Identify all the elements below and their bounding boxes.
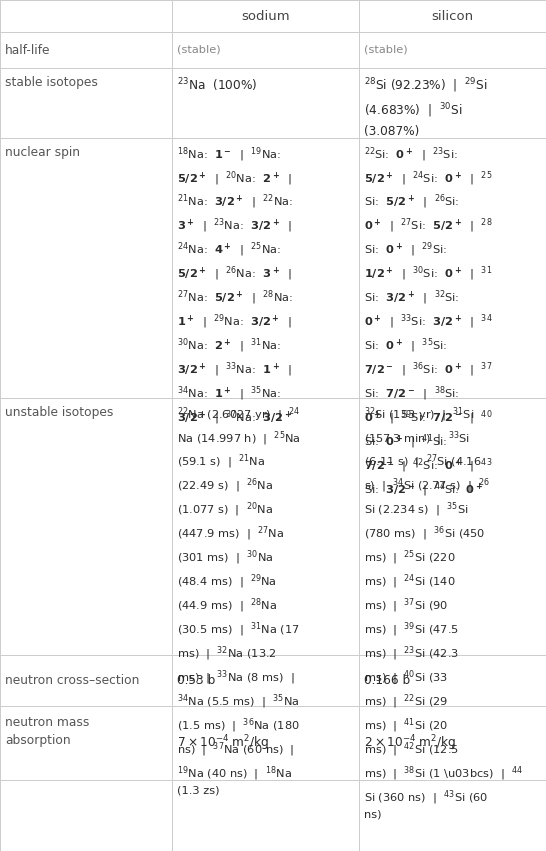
Text: stable isotopes: stable isotopes [5, 76, 98, 89]
Text: sodium: sodium [241, 9, 290, 22]
Text: nuclear spin: nuclear spin [5, 146, 80, 159]
Text: $2\times10^{-4}$ m$^2$/kg: $2\times10^{-4}$ m$^2$/kg [364, 734, 456, 753]
Text: $^{23}$Na  (100%): $^{23}$Na (100%) [177, 76, 258, 94]
Text: $^{22}$Na (2.6027 yr)  |  $^{24}$
Na (14.997 h)  |  $^{25}$Na
(59.1 s)  |  $^{21: $^{22}$Na (2.6027 yr) | $^{24}$ Na (14.9… [177, 405, 301, 796]
Text: 0.166 b: 0.166 b [364, 674, 410, 687]
Text: neutron cross–section: neutron cross–section [5, 674, 139, 687]
Text: $7\times10^{-4}$ m$^2$/kg: $7\times10^{-4}$ m$^2$/kg [177, 734, 269, 753]
Text: (stable): (stable) [364, 45, 408, 55]
Text: $^{32}$Si (153 yr)  |  $^{31}$Si
(157.3 min)  |  $^{33}$Si
(6.11 s)  |  $^{27}$S: $^{32}$Si (153 yr) | $^{31}$Si (157.3 mi… [364, 405, 523, 820]
Text: 0.53 b: 0.53 b [177, 674, 215, 687]
Text: $^{18}$Na:  $\mathbf{1^-}$  |  $^{19}$Na:
$\mathbf{5/2^+}$  |  $^{20}$Na:  $\mat: $^{18}$Na: $\mathbf{1^-}$ | $^{19}$Na: $… [177, 145, 293, 427]
Text: half-life: half-life [5, 43, 50, 56]
Text: $^{28}$Si (92.23%)  |  $^{29}$Si
(4.683%)  |  $^{30}$Si
(3.087%): $^{28}$Si (92.23%) | $^{29}$Si (4.683%) … [364, 76, 488, 138]
Text: neutron mass
absorption: neutron mass absorption [5, 716, 90, 747]
Text: (stable): (stable) [177, 45, 221, 55]
Text: $^{22}$Si:  $\mathbf{0^+}$  |  $^{23}$Si:
$\mathbf{5/2^+}$  |  $^{24}$Si:  $\mat: $^{22}$Si: $\mathbf{0^+}$ | $^{23}$Si: $… [364, 145, 492, 499]
Text: unstable isotopes: unstable isotopes [5, 406, 114, 419]
Text: silicon: silicon [431, 9, 473, 22]
